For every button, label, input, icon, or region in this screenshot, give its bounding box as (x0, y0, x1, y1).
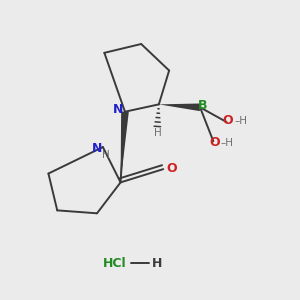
Text: N: N (92, 142, 102, 155)
Text: N: N (113, 103, 124, 116)
Text: –H: –H (234, 116, 247, 126)
Text: O: O (222, 114, 233, 127)
Text: HCl: HCl (103, 257, 127, 270)
Text: B: B (198, 99, 207, 112)
Text: H: H (102, 150, 110, 160)
Text: H: H (152, 257, 163, 270)
Text: H: H (154, 128, 161, 138)
Text: O: O (209, 136, 220, 149)
Text: –H: –H (221, 138, 234, 148)
Text: O: O (166, 162, 177, 175)
Polygon shape (121, 112, 129, 182)
Polygon shape (159, 103, 200, 111)
